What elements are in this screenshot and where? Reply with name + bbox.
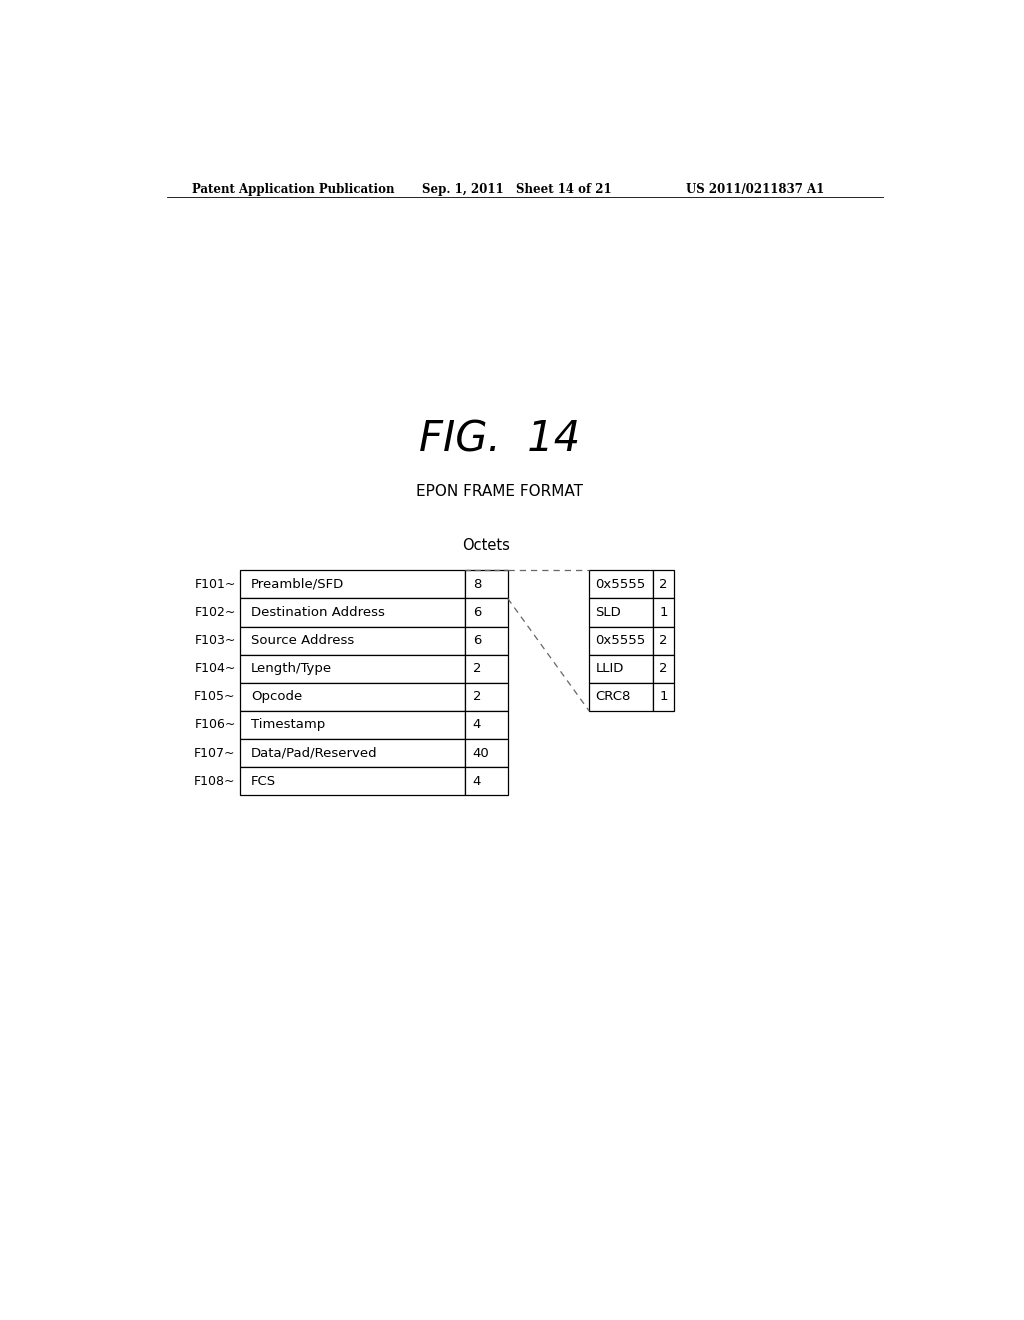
Text: 6: 6: [473, 606, 481, 619]
Text: Preamble/SFD: Preamble/SFD: [251, 578, 344, 591]
Text: F102~: F102~: [195, 606, 236, 619]
Text: F108~: F108~: [195, 775, 236, 788]
Text: Destination Address: Destination Address: [251, 606, 385, 619]
Text: 2: 2: [473, 663, 481, 676]
Bar: [465, 767, 508, 795]
Bar: [465, 598, 508, 627]
Bar: [652, 598, 675, 627]
Text: 40: 40: [473, 747, 489, 759]
Text: Data/Pad/Reserved: Data/Pad/Reserved: [251, 747, 378, 759]
Bar: [652, 627, 675, 655]
Bar: [465, 570, 508, 598]
Text: 2: 2: [659, 578, 668, 591]
Text: Length/Type: Length/Type: [251, 663, 333, 676]
Text: 1: 1: [659, 690, 668, 704]
Bar: [589, 682, 652, 711]
Text: F105~: F105~: [195, 690, 236, 704]
Text: CRC8: CRC8: [595, 690, 631, 704]
Text: 0x5555: 0x5555: [595, 578, 645, 591]
Text: 2: 2: [473, 690, 481, 704]
Text: 4: 4: [473, 775, 481, 788]
Text: Timestamp: Timestamp: [251, 718, 326, 731]
Text: F101~: F101~: [195, 578, 236, 591]
Text: 8: 8: [473, 578, 481, 591]
Text: Sep. 1, 2011   Sheet 14 of 21: Sep. 1, 2011 Sheet 14 of 21: [423, 183, 612, 197]
Bar: [241, 598, 465, 627]
Bar: [465, 682, 508, 711]
Bar: [241, 627, 465, 655]
Bar: [589, 598, 652, 627]
Text: US 2011/0211837 A1: US 2011/0211837 A1: [686, 183, 824, 197]
Text: FCS: FCS: [251, 775, 276, 788]
Bar: [241, 739, 465, 767]
Text: SLD: SLD: [595, 606, 622, 619]
Text: 2: 2: [659, 663, 668, 676]
Bar: [465, 711, 508, 739]
Text: 6: 6: [473, 634, 481, 647]
Text: F107~: F107~: [195, 747, 236, 759]
Bar: [241, 570, 465, 598]
Bar: [241, 682, 465, 711]
Text: F106~: F106~: [195, 718, 236, 731]
Text: F103~: F103~: [195, 634, 236, 647]
Bar: [241, 655, 465, 682]
Text: LLID: LLID: [595, 663, 624, 676]
Text: Patent Application Publication: Patent Application Publication: [191, 183, 394, 197]
Bar: [652, 570, 675, 598]
Bar: [465, 739, 508, 767]
Bar: [465, 627, 508, 655]
Bar: [589, 655, 652, 682]
Bar: [652, 655, 675, 682]
Text: 2: 2: [659, 634, 668, 647]
Bar: [465, 655, 508, 682]
Text: EPON FRAME FORMAT: EPON FRAME FORMAT: [417, 483, 584, 499]
Text: Opcode: Opcode: [251, 690, 302, 704]
Text: 1: 1: [659, 606, 668, 619]
Text: FIG.  14: FIG. 14: [420, 418, 581, 461]
Bar: [589, 627, 652, 655]
Text: 4: 4: [473, 718, 481, 731]
Bar: [652, 682, 675, 711]
Bar: [241, 767, 465, 795]
Text: F104~: F104~: [195, 663, 236, 676]
Text: Source Address: Source Address: [251, 634, 354, 647]
Text: Octets: Octets: [463, 539, 510, 553]
Bar: [589, 570, 652, 598]
Text: 0x5555: 0x5555: [595, 634, 645, 647]
Bar: [241, 711, 465, 739]
